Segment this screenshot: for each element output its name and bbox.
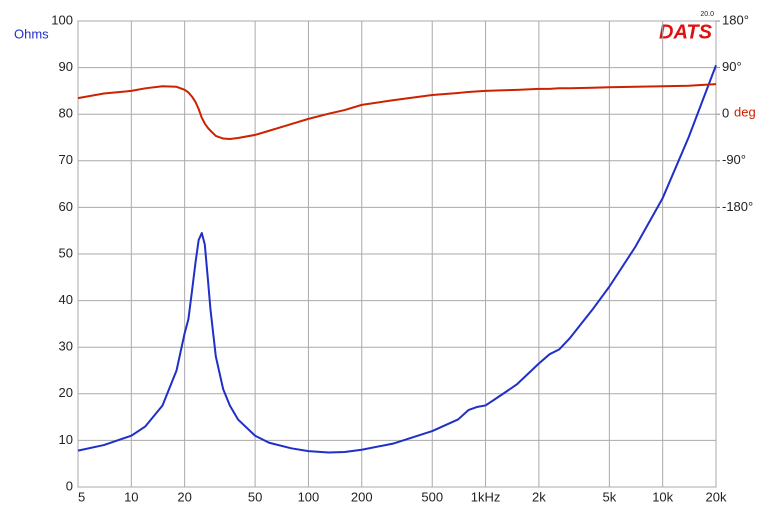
logo: DATS	[659, 21, 713, 43]
y-tick-label: 40	[59, 292, 73, 307]
series-line	[77, 83, 717, 141]
x-tick-label: 100	[298, 489, 320, 504]
x-tick-label: 200	[351, 489, 373, 504]
y-tick-label: 10	[59, 432, 73, 447]
y-tick-label: 60	[59, 199, 73, 214]
x-tick-label: 5k	[602, 489, 616, 504]
y-tick-label: 70	[59, 152, 73, 167]
x-tick-label: 20k	[706, 489, 727, 504]
x-tick-label: 1kHz	[471, 489, 501, 504]
series-line	[77, 64, 717, 454]
x-tick-label: 20	[177, 489, 191, 504]
x-tick-label: 2k	[532, 489, 546, 504]
y2-tick-label: -180°	[722, 199, 753, 214]
y-tick-label: 30	[59, 339, 73, 354]
y-axis-label: Ohms	[14, 26, 49, 41]
x-tick-label: 50	[248, 489, 262, 504]
y-tick-label: 0	[66, 478, 73, 493]
y2-axis-label: deg	[734, 104, 756, 119]
y2-tick-label: 0	[722, 106, 729, 121]
y-tick-label: 90	[59, 59, 73, 74]
y2-tick-label: 90°	[722, 59, 742, 74]
x-tick-label: 500	[421, 489, 443, 504]
y2-tick-label: 180°	[722, 12, 749, 27]
y-tick-label: 100	[51, 12, 73, 27]
version: 20.0	[700, 11, 714, 18]
x-tick-label: 10k	[652, 489, 673, 504]
y-tick-label: 50	[59, 245, 73, 260]
y2-tick-label: -90°	[722, 152, 746, 167]
y-tick-label: 20	[59, 385, 73, 400]
x-tick-label: 5	[78, 489, 85, 504]
y-tick-label: 80	[59, 106, 73, 121]
x-tick-label: 10	[124, 489, 138, 504]
